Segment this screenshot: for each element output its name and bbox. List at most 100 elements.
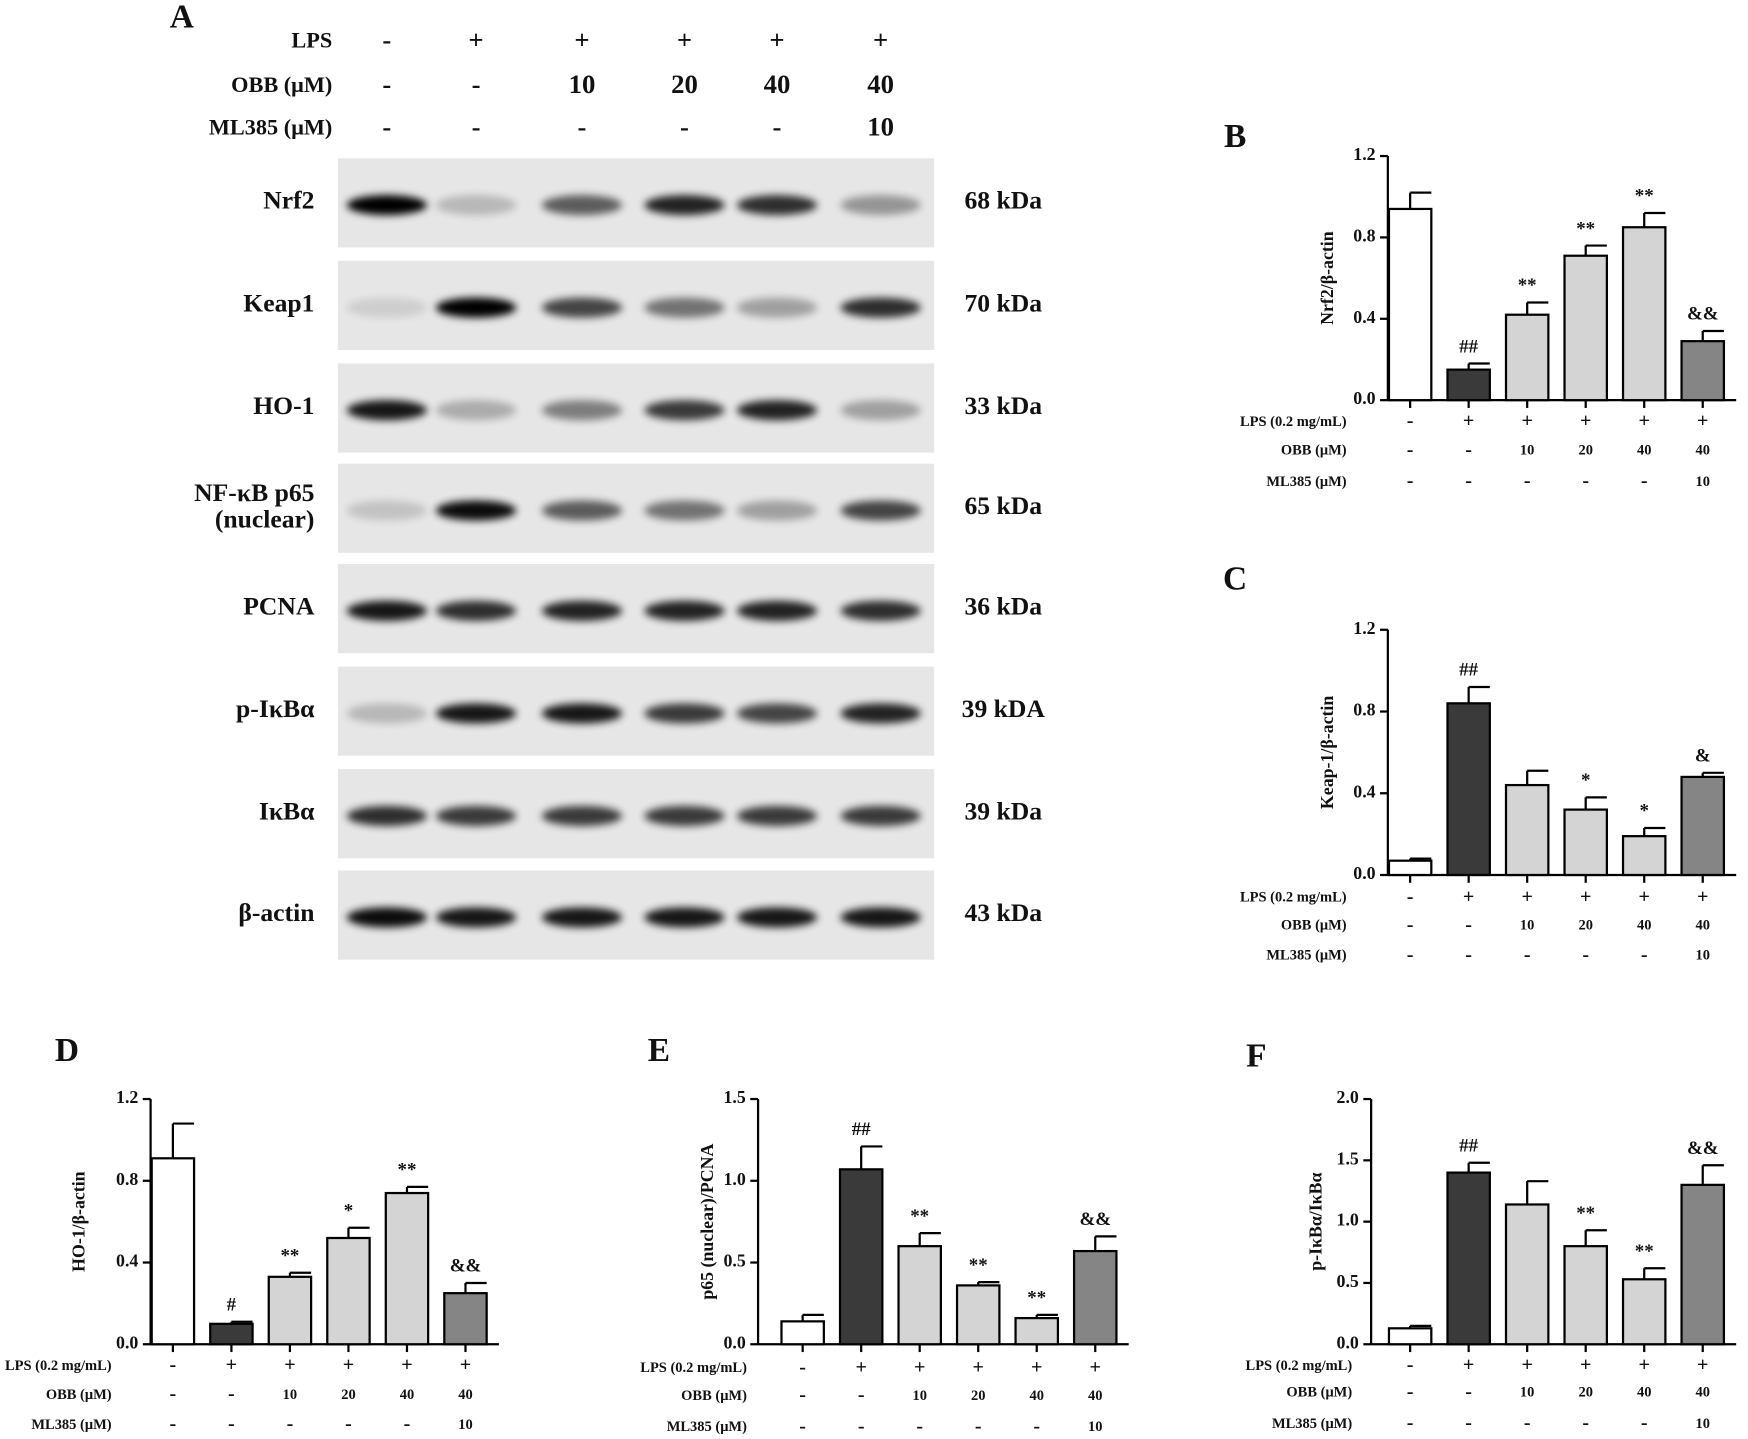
condition-value: 20 [1578, 1385, 1592, 1401]
lane-value: 10 [867, 111, 894, 141]
condition-value: 40 [1695, 1385, 1709, 1401]
condition-value: - [1465, 1381, 1472, 1403]
band [736, 703, 818, 724]
condition-value: + [1697, 886, 1708, 908]
lane-value: + [677, 24, 692, 54]
band [346, 297, 428, 318]
bar [1387, 207, 1433, 402]
band [541, 297, 623, 318]
significance-mark: ** [1635, 1241, 1654, 1262]
protein-name: Nrf2 [263, 186, 314, 215]
significance-mark: ## [1459, 1136, 1478, 1157]
condition-value: + [226, 1354, 237, 1376]
condition-value: - [1033, 1415, 1040, 1437]
condition-label: LPS (0.2 mg/mL) [1240, 414, 1347, 430]
band [435, 400, 517, 421]
condition-value: - [287, 1413, 294, 1435]
bar [443, 1292, 488, 1346]
condition-value: + [1697, 410, 1708, 432]
bar [1621, 1278, 1667, 1346]
y-tick-label: 0.8 [1353, 226, 1375, 246]
protein-name: p-IκBα [236, 694, 315, 723]
condition-value: + [1580, 410, 1591, 432]
bar [1072, 1249, 1118, 1346]
condition-value: 40 [1695, 443, 1709, 459]
band [840, 703, 921, 724]
significance-mark: ** [910, 1206, 929, 1227]
condition-value: 10 [1088, 1419, 1102, 1435]
band [541, 805, 623, 826]
condition-value: - [1582, 1412, 1589, 1434]
condition-label: OBB (μM) [46, 1387, 112, 1403]
protein-name: β-actin [238, 898, 314, 927]
condition-value: + [1638, 886, 1649, 908]
significance-mark: # [227, 1295, 237, 1316]
band [840, 400, 921, 421]
y-tick-label: 0.5 [1337, 1271, 1359, 1291]
condition-value: 40 [400, 1387, 414, 1403]
row-label: ML385 (μM) [209, 114, 332, 139]
lane-value: - [773, 111, 782, 141]
panel-label: A [170, 0, 194, 36]
condition-value: + [1580, 886, 1591, 908]
condition-value: - [404, 1413, 411, 1435]
condition-value: + [1521, 1354, 1532, 1376]
band [541, 907, 623, 928]
bar [384, 1191, 430, 1346]
lane-value: - [680, 111, 689, 141]
lane-value: - [578, 111, 587, 141]
condition-value: - [1407, 914, 1414, 936]
band [435, 907, 517, 928]
band [346, 195, 428, 216]
y-tick-label: 0.8 [116, 1169, 138, 1189]
band [541, 600, 623, 621]
condition-value: 20 [341, 1387, 355, 1403]
bar [1680, 1183, 1726, 1346]
lane-value: - [472, 69, 481, 99]
condition-value: 10 [1520, 443, 1534, 459]
condition-value: + [1521, 410, 1532, 432]
condition-value: 10 [1695, 948, 1709, 964]
band [736, 400, 818, 421]
condition-label: OBB (μM) [1286, 1385, 1352, 1401]
condition-value: - [1407, 410, 1414, 432]
condition-value: - [170, 1413, 177, 1435]
condition-label: LPS (0.2 mg/mL) [640, 1360, 747, 1376]
condition-value: - [916, 1415, 923, 1437]
band [644, 297, 725, 318]
lane-value: + [468, 24, 483, 54]
band [644, 400, 725, 421]
significance-mark: & [1695, 746, 1711, 767]
panel-label: E [648, 1032, 670, 1069]
band [644, 500, 725, 521]
condition-value: - [1407, 1354, 1414, 1376]
significance-mark: ** [1635, 186, 1654, 207]
panel-label: C [1223, 561, 1247, 598]
band [346, 500, 428, 521]
bar [1563, 808, 1608, 877]
band [840, 500, 921, 521]
y-tick-label: 0.4 [1353, 781, 1375, 801]
condition-value: - [170, 1354, 177, 1376]
band [435, 297, 517, 318]
condition-value: 10 [1695, 474, 1709, 490]
bar [1621, 226, 1667, 402]
protein-name: Keap1 [243, 288, 314, 317]
band [541, 195, 623, 216]
condition-label: LPS (0.2 mg/mL) [1240, 890, 1347, 906]
condition-value: 10 [458, 1417, 472, 1433]
condition-value: - [1407, 1381, 1414, 1403]
condition-value: - [1582, 470, 1589, 492]
band [435, 500, 517, 521]
condition-label: ML385 (μM) [1266, 474, 1346, 490]
bar [150, 1157, 196, 1346]
y-tick-label: 0.0 [1353, 863, 1375, 883]
significance-mark: ** [969, 1255, 988, 1276]
bar [1446, 1171, 1491, 1346]
condition-value: - [1407, 439, 1414, 461]
condition-value: - [1641, 470, 1648, 492]
y-tick-label: 0.0 [116, 1332, 138, 1352]
condition-label: OBB (μM) [681, 1388, 747, 1404]
row-label: LPS [291, 27, 332, 52]
